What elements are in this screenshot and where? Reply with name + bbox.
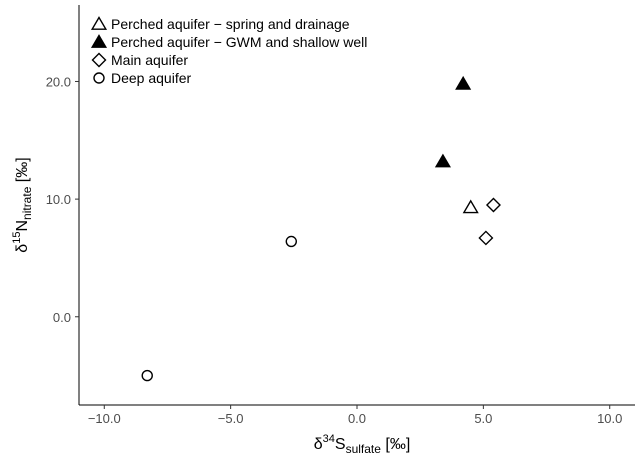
x-tick-label: −5.0 [218, 411, 244, 426]
legend-label: Main aquifer [111, 52, 188, 68]
legend-marker-circle-open [93, 72, 105, 84]
legend-label: Perched aquifer − GWM and shallow well [111, 34, 367, 50]
data-point-circle-open [285, 235, 297, 248]
x-tick-label: 5.0 [474, 411, 492, 426]
x-tick-label: −10.0 [88, 411, 121, 426]
y-axis-title: δ15Nnitrate [‰] [11, 157, 34, 252]
y-tick-label: 10.0 [46, 192, 71, 207]
legend: Perched aquifer − spring and drainage Per… [90, 16, 367, 86]
data-point-diamond-open [485, 197, 501, 213]
x-tick-label: 0.0 [348, 411, 366, 426]
data-points [141, 75, 501, 382]
x-tick-label: 10.0 [597, 411, 622, 426]
y-tick-label: 0.0 [53, 310, 71, 325]
data-point-triangle-filled [434, 153, 451, 168]
x-axis-title: δ34Ssulfate [‰] [314, 433, 411, 456]
legend-marker-triangle-open [90, 16, 108, 30]
data-point-circle-open [141, 369, 153, 382]
legend-marker-diamond-open [91, 52, 107, 68]
legend-label: Deep aquifer [111, 70, 192, 86]
data-point-diamond-open [478, 230, 494, 246]
legend-label: Perched aquifer − spring and drainage [111, 16, 350, 32]
y-axis-ticks: 0.0 10.0 20.0 [46, 74, 79, 325]
data-point-triangle-filled [455, 75, 472, 90]
y-tick-label: 20.0 [46, 74, 71, 89]
x-axis-ticks: −10.0 −5.0 0.0 5.0 10.0 [88, 405, 622, 426]
legend-marker-triangle-filled [90, 34, 108, 48]
data-point-triangle-open [462, 199, 479, 214]
